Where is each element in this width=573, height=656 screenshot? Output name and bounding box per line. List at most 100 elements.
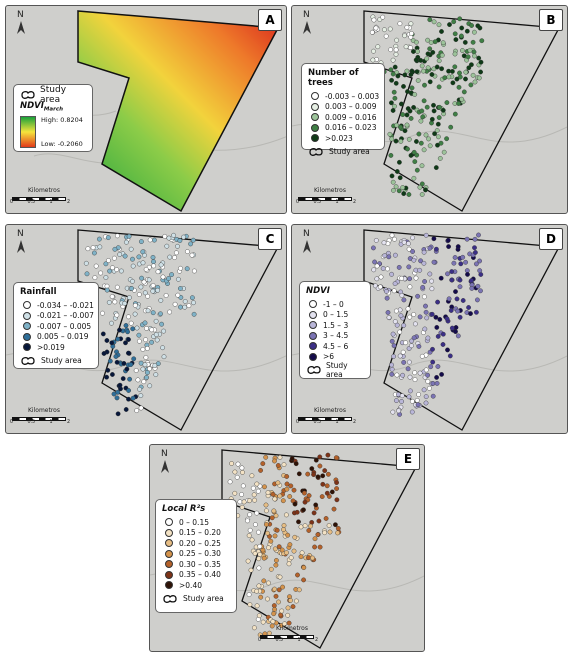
legend-class-swatch — [309, 331, 317, 340]
sample-point — [394, 322, 400, 328]
sample-point — [268, 538, 274, 544]
sample-point — [405, 366, 411, 372]
sample-point — [375, 44, 381, 50]
sample-point — [104, 338, 110, 343]
map-panel-a: N A Study area NDVIMarch High: 0.8204 Lo… — [5, 5, 287, 214]
map-panel-b: N B Number of trees -0.003 – 0.003 0.003 … — [291, 5, 568, 214]
sample-point — [287, 542, 293, 548]
legend-a: Study area NDVIMarch High: 0.8204 Low: -… — [13, 84, 93, 152]
sample-point — [123, 407, 129, 412]
legend-title-b: Number of trees — [308, 68, 359, 88]
sample-point — [406, 246, 412, 252]
sample-point — [325, 452, 331, 458]
sample-point — [452, 31, 458, 37]
sample-point — [389, 371, 395, 377]
sample-point — [123, 323, 129, 328]
sample-point — [389, 100, 394, 106]
sample-point — [150, 288, 156, 294]
sample-point — [468, 82, 474, 88]
sample-point — [425, 37, 431, 43]
sample-point — [415, 293, 421, 299]
sample-point — [85, 246, 91, 252]
sample-point — [263, 454, 269, 460]
sample-point — [421, 294, 427, 300]
sample-point — [416, 392, 422, 397]
legend-class-item: 0 – 1.5 — [306, 310, 364, 321]
sample-point — [256, 565, 262, 571]
sample-point — [119, 268, 124, 274]
sample-point — [434, 64, 440, 70]
sample-point — [402, 72, 408, 78]
sample-point — [466, 305, 472, 310]
sample-point — [419, 353, 425, 359]
sample-point — [105, 235, 111, 241]
sample-point — [121, 360, 127, 366]
sample-point — [401, 239, 407, 245]
sample-point — [123, 340, 128, 346]
sample-point — [140, 366, 146, 372]
sample-point — [287, 494, 293, 499]
legend-class-label: 0 – 0.15 — [179, 517, 209, 527]
sample-point — [246, 533, 252, 539]
sample-point — [410, 235, 416, 241]
sample-point — [162, 233, 168, 239]
sample-point — [430, 346, 435, 352]
sample-point — [416, 344, 422, 349]
north-arrow: N — [12, 10, 32, 44]
sample-point — [171, 232, 177, 238]
sample-point — [164, 243, 170, 249]
sample-point — [392, 103, 397, 109]
sample-point — [249, 537, 255, 543]
sample-point — [407, 314, 413, 320]
sample-point — [445, 347, 450, 353]
sample-point — [331, 506, 337, 512]
sample-point — [284, 550, 289, 556]
sample-point — [475, 283, 481, 289]
sample-point — [412, 159, 418, 165]
legend-class-label: -0.021 – -0.007 — [37, 311, 94, 321]
sample-point — [398, 124, 403, 130]
sample-point — [478, 69, 484, 75]
sample-point — [301, 490, 307, 496]
sample-point — [468, 278, 474, 283]
sample-point — [451, 260, 457, 266]
sample-point — [140, 249, 146, 255]
sample-point — [411, 175, 417, 181]
sample-point — [410, 249, 416, 254]
sample-point — [142, 320, 148, 326]
sample-point — [472, 245, 477, 251]
sample-point — [182, 299, 188, 304]
sample-point — [140, 347, 146, 352]
sample-point — [391, 288, 397, 294]
sample-point — [439, 52, 445, 58]
sample-point — [427, 245, 433, 251]
sample-point — [414, 39, 419, 45]
sample-point — [278, 612, 284, 618]
legend-class-label: 0.009 – 0.016 — [325, 112, 377, 122]
sample-point — [411, 105, 417, 110]
sample-point — [394, 308, 399, 314]
sample-point — [178, 304, 183, 310]
sample-point — [166, 235, 172, 241]
sample-point — [276, 599, 281, 605]
legend-class-label: 0 – 1.5 — [323, 310, 349, 320]
sample-point — [312, 544, 318, 550]
panel-letter-b: B — [539, 9, 563, 31]
legend-class-swatch — [23, 322, 31, 331]
sample-point — [419, 192, 425, 197]
legend-class-swatch — [309, 300, 317, 309]
north-arrow-icon — [17, 240, 25, 253]
sample-point — [430, 393, 436, 399]
sample-point — [335, 526, 341, 531]
north-arrow: N — [298, 10, 318, 44]
sample-point — [277, 454, 283, 460]
sample-point — [329, 489, 335, 495]
sample-point — [444, 316, 450, 322]
sample-point — [147, 383, 153, 389]
sample-point — [440, 331, 446, 337]
legend-class-item: >0.023 — [308, 133, 378, 144]
legend-class-label: 0.20 – 0.25 — [179, 538, 221, 548]
sample-point — [440, 342, 446, 347]
sample-point — [402, 33, 408, 39]
sample-point — [158, 262, 164, 268]
